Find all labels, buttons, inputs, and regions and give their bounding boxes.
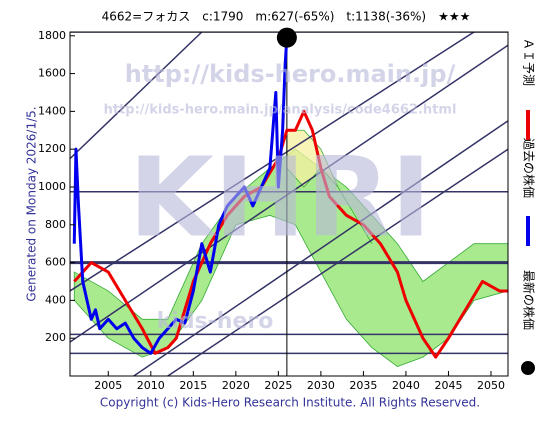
x-tick-label: 2010 — [137, 379, 165, 392]
legend-label: 最新の株価 — [522, 270, 537, 330]
y-tick-label: 200 — [45, 331, 66, 344]
x-tick-label: 2050 — [477, 379, 505, 392]
x-tick-label: 2040 — [392, 379, 420, 392]
chart-title: 4662=フォカス c:1790 m:627(-65%) t:1138(-36%… — [102, 10, 471, 24]
watermark: KHRI — [129, 133, 432, 261]
y-tick-label: 1200 — [38, 142, 66, 155]
x-tick-label: 2045 — [434, 379, 462, 392]
watermark: http://kids-hero.main.jp/analysis/code46… — [104, 103, 457, 118]
side-note: Generated on Monday 2026/1/5. — [25, 106, 39, 301]
legend-marker — [521, 361, 535, 375]
forecast-band — [286, 129, 373, 244]
trend-line — [70, 32, 475, 292]
y-tick-label: 1800 — [38, 29, 66, 42]
y-tick-label: 1600 — [38, 67, 66, 80]
legend-label: 過去の株価 — [522, 138, 537, 198]
x-tick-label: 2020 — [222, 379, 250, 392]
plot-frame — [69, 31, 509, 377]
trend-line — [133, 120, 508, 376]
series-line — [73, 109, 508, 359]
trend-line — [167, 148, 508, 376]
latest-price — [276, 27, 297, 48]
y-tick-label: 600 — [45, 256, 66, 269]
x-tick-label: 2005 — [94, 379, 122, 392]
watermark: http://kids-hero.main.jp/ — [125, 60, 456, 88]
x-tick-label: 2030 — [307, 379, 335, 392]
legend-label: ＡＩ予測 — [522, 38, 536, 86]
x-tick-label: 2035 — [349, 379, 377, 392]
x-tick-label: 2015 — [179, 379, 207, 392]
series-line — [72, 37, 289, 355]
y-tick-label: 1000 — [38, 180, 66, 193]
trend-line — [70, 32, 203, 160]
copyright: Copyright (c) Kids-Hero Research Institu… — [100, 396, 480, 410]
y-tick-label: 1400 — [38, 104, 66, 117]
y-tick-label: 800 — [45, 218, 66, 231]
plot-area — [70, 32, 508, 376]
y-tick-label: 400 — [45, 293, 66, 306]
watermark: kids-hero — [157, 309, 274, 334]
trend-line — [70, 44, 508, 343]
x-tick-label: 2025 — [264, 379, 292, 392]
